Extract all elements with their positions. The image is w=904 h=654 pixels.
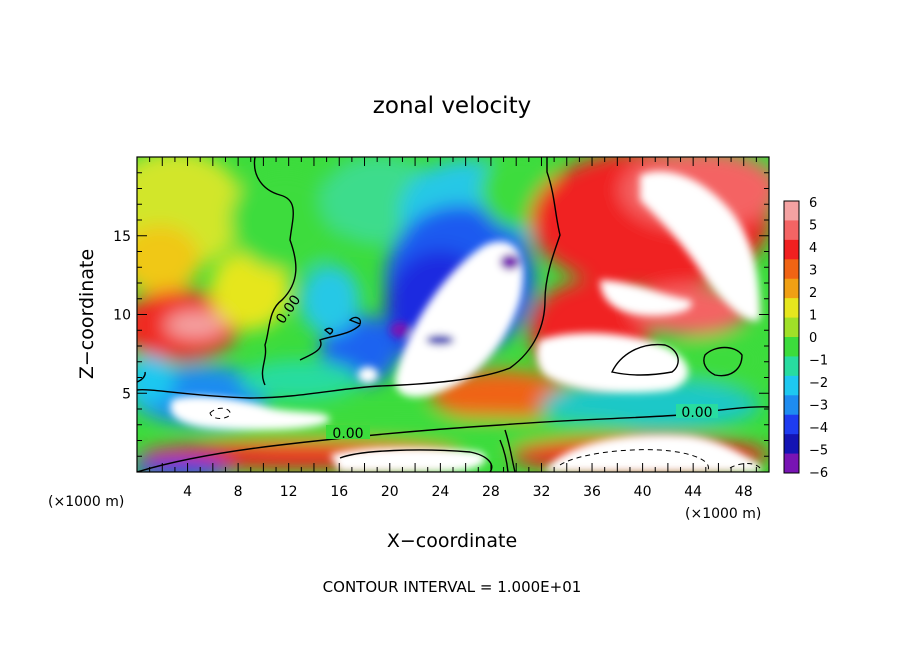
- colorbar-label: −2: [809, 376, 828, 391]
- x-tick-label: 48: [735, 484, 753, 500]
- x-axis: 4 8 12 16 20 24 28 32 36 40 44 48: [136, 157, 770, 500]
- x-tick-label: 4: [183, 484, 192, 500]
- colorbar-label: 6: [809, 196, 817, 211]
- colorbar-swatch: [784, 395, 799, 416]
- y-axis: 5 10 15: [113, 156, 769, 473]
- colorbar-swatch: [784, 298, 799, 319]
- y-axis-label: Z−coordinate: [76, 249, 98, 379]
- x-tick-label: 24: [431, 484, 449, 500]
- contour-label: 0.00: [332, 426, 363, 442]
- colorbar-swatch: [784, 201, 799, 221]
- chart-title: zonal velocity: [373, 93, 531, 119]
- contour-label: 0.00: [681, 405, 712, 421]
- contour-lines-dashed: [209, 407, 761, 471]
- colorbar-frame: [783, 200, 800, 474]
- colorbar-label: −3: [809, 399, 828, 414]
- colorbar: 6 5 4 3 2 1 0 −1 −2 −3 −4 −5 −6: [783, 196, 828, 481]
- colorbar-label: 2: [809, 286, 817, 301]
- colorbar-label: 5: [809, 219, 817, 234]
- x-tick-label: 32: [533, 484, 551, 500]
- colorbar-swatch: [784, 453, 799, 474]
- colorbar-label: 0: [809, 331, 817, 346]
- colorbar-label: −4: [809, 421, 828, 436]
- colorbar-swatch: [784, 239, 799, 260]
- colorbar-swatch: [784, 337, 799, 357]
- x-tick-label: 44: [684, 484, 702, 500]
- x-tick-label: 8: [234, 484, 243, 500]
- x-unit-left: (×1000 m): [48, 494, 124, 510]
- x-tick-label: 36: [583, 484, 601, 500]
- colorbar-swatch: [784, 220, 799, 241]
- x-tick-label: 20: [381, 484, 399, 500]
- colorbar-swatch: [784, 375, 799, 396]
- x-unit-right: (×1000 m): [685, 506, 761, 522]
- colorbar-label: −6: [809, 466, 828, 481]
- x-axis-label: X−coordinate: [387, 530, 517, 552]
- colorbar-label: −1: [809, 354, 828, 369]
- colorbar-swatch: [784, 434, 799, 455]
- y-tick-label: 5: [122, 386, 131, 402]
- colorbar-swatch: [784, 278, 799, 299]
- x-tick-label: 16: [330, 484, 348, 500]
- colorbar-swatch: [784, 414, 799, 435]
- x-tick-label: 40: [634, 484, 652, 500]
- colorbar-label: 4: [809, 241, 817, 256]
- colorbar-swatch: [784, 259, 799, 280]
- y-tick-label: 15: [113, 229, 131, 245]
- heatmap-field: [137, 157, 769, 472]
- colorbar-label: 1: [809, 309, 817, 324]
- y-tick-label: 10: [113, 308, 131, 324]
- colorbar-swatch: [784, 317, 799, 338]
- x-tick-label: 28: [482, 484, 500, 500]
- colorbar-swatch: [784, 356, 799, 377]
- contour-interval-note: CONTOUR INTERVAL = 1.000E+01: [323, 578, 582, 596]
- colorbar-label: −5: [809, 444, 828, 459]
- colorbar-label: 3: [809, 264, 817, 279]
- x-tick-label: 12: [280, 484, 298, 500]
